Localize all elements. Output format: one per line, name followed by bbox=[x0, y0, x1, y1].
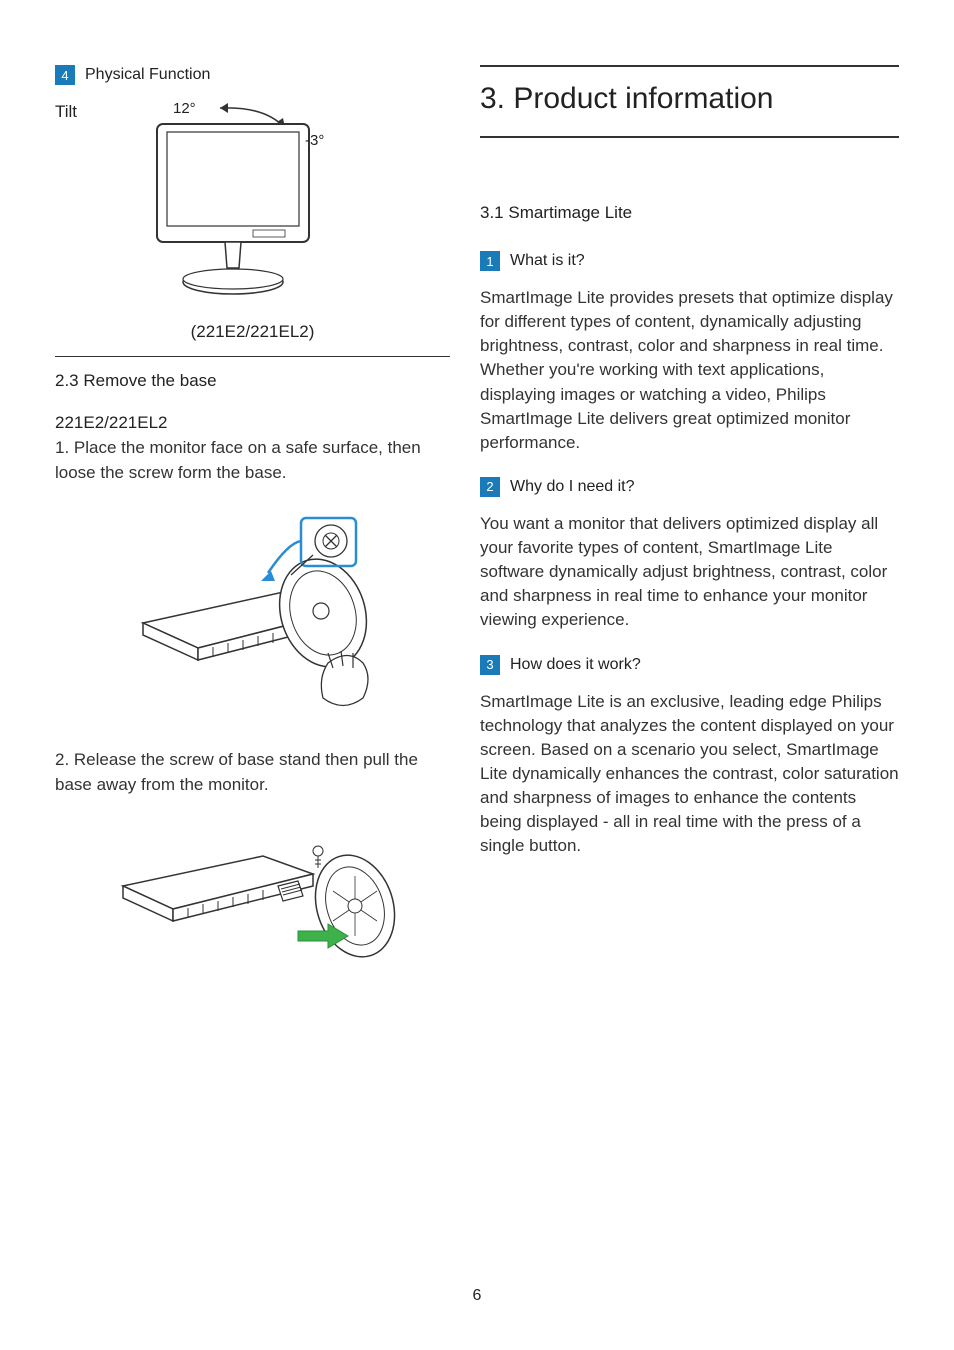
q1-heading: 1 What is it? bbox=[480, 251, 899, 271]
q2-body: You want a monitor that delivers optimiz… bbox=[480, 512, 899, 633]
model-line: 221E2/221EL2 bbox=[55, 413, 450, 433]
step1-text: 1. Place the monitor face on a safe surf… bbox=[55, 436, 450, 485]
physical-function-label: Physical Function bbox=[85, 66, 210, 84]
q1-label: What is it? bbox=[510, 252, 585, 270]
remove-base-diagram-2-icon bbox=[103, 816, 403, 986]
tilt-label: Tilt bbox=[55, 100, 105, 122]
section-title: 3.1 Smartimage Lite bbox=[480, 203, 899, 223]
remove-base-diagram-1-icon bbox=[113, 503, 393, 723]
tilt-angle-top: 12° bbox=[173, 100, 196, 117]
q3-body: SmartImage Lite is an exclusive, leading… bbox=[480, 690, 899, 859]
step2-text: 2. Release the screw of base stand then … bbox=[55, 748, 450, 797]
badge-icon: 1 bbox=[480, 251, 500, 271]
divider-top bbox=[480, 65, 899, 67]
physical-function-heading: 4 Physical Function bbox=[55, 65, 450, 85]
model-caption: (221E2/221EL2) bbox=[55, 322, 450, 342]
chapter-title: 3. Product information bbox=[480, 82, 899, 116]
badge-icon: 3 bbox=[480, 655, 500, 675]
remove-base-figure-2 bbox=[55, 816, 450, 991]
badge-icon: 4 bbox=[55, 65, 75, 85]
remove-base-title: 2.3 Remove the base bbox=[55, 371, 450, 391]
divider-under-title bbox=[480, 136, 899, 138]
q2-label: Why do I need it? bbox=[510, 478, 635, 496]
page-number: 6 bbox=[473, 1287, 482, 1305]
tilt-angle-side: -3° bbox=[305, 132, 324, 149]
monitor-tilt-diagram: 12° -3° bbox=[105, 100, 365, 310]
q1-body: SmartImage Lite provides presets that op… bbox=[480, 286, 899, 455]
tilt-figure: Tilt 12° -3° bbox=[55, 100, 450, 310]
q2-heading: 2 Why do I need it? bbox=[480, 477, 899, 497]
badge-icon: 2 bbox=[480, 477, 500, 497]
q3-label: How does it work? bbox=[510, 656, 641, 674]
remove-base-figure-1 bbox=[55, 503, 450, 728]
q3-heading: 3 How does it work? bbox=[480, 655, 899, 675]
divider bbox=[55, 356, 450, 357]
